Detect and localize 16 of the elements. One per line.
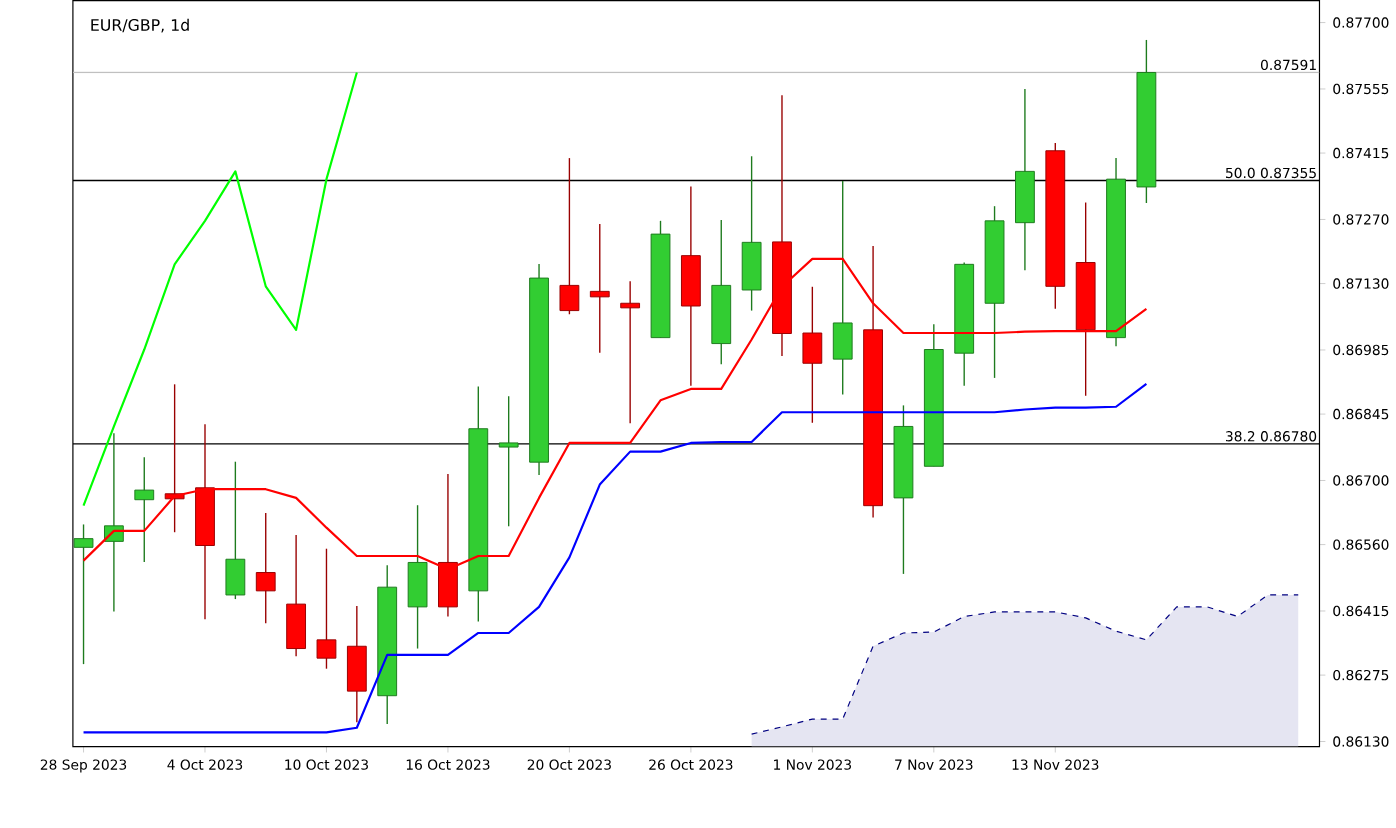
candlestick <box>741 155 762 311</box>
line-series <box>82 70 358 507</box>
candlestick <box>832 179 853 395</box>
candlestick <box>559 156 580 315</box>
candlestick <box>802 285 823 423</box>
candlestick <box>589 222 610 353</box>
candlestick <box>620 280 641 424</box>
candlestick <box>225 460 246 600</box>
candlestick <box>346 604 367 723</box>
candlestick <box>286 533 307 657</box>
candlestick <box>498 395 519 527</box>
candlestick <box>73 523 94 665</box>
candlestick <box>407 504 428 649</box>
candlestick <box>255 511 276 624</box>
candlestick <box>134 455 155 563</box>
candlestick <box>316 547 337 669</box>
